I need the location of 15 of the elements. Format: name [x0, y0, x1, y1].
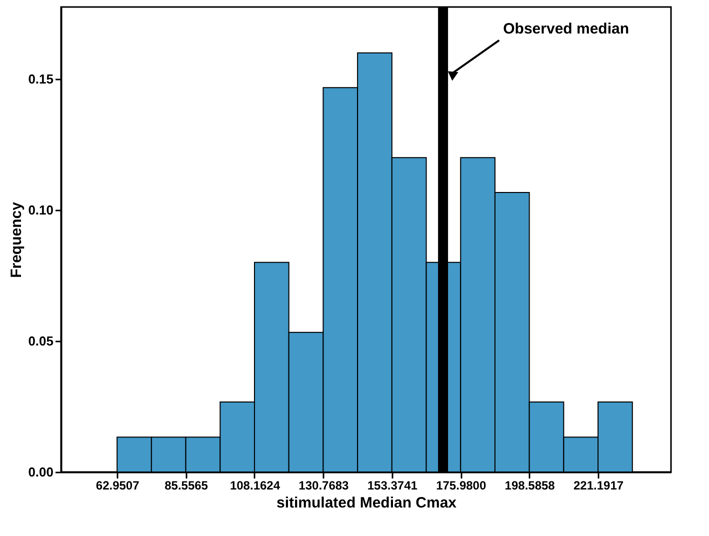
x-tick-label: 108.1624: [230, 478, 280, 492]
x-axis-title: sitimulated Median Cmax: [276, 494, 458, 512]
x-tick-label: 221.1917: [574, 478, 624, 492]
y-tick-label: 0.05: [28, 334, 54, 349]
y-tick-label: 0.00: [28, 464, 54, 480]
x-tick-label: 85.5565: [164, 478, 208, 492]
x-tick-label: 198.5858: [504, 478, 556, 492]
x-tick-label: 130.7683: [298, 478, 350, 492]
annotation: Observed median: [503, 20, 630, 38]
y-axis-title: Frequency: [8, 201, 26, 278]
x-tick-label: 153.3741: [367, 478, 418, 492]
y-tick-label: 0.10: [28, 202, 54, 218]
x-tick-label: 175.9800: [436, 478, 486, 492]
y-tick-label: 0.15: [28, 72, 54, 87]
x-tick-label: 62.9507: [96, 478, 140, 492]
